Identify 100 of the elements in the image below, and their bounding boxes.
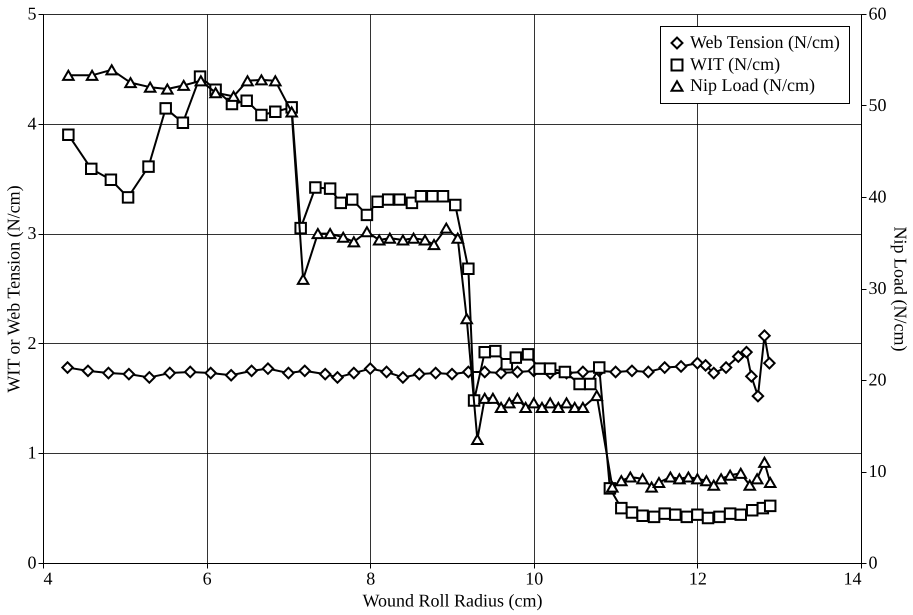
point bbox=[609, 366, 622, 378]
point bbox=[429, 366, 442, 380]
point bbox=[713, 510, 726, 524]
y-axis-title: WIT or Web Tension (N/cm) bbox=[4, 185, 24, 393]
point bbox=[164, 366, 176, 380]
point bbox=[669, 508, 682, 521]
y2-tick-label: 30 bbox=[868, 278, 886, 298]
point bbox=[324, 182, 336, 195]
point bbox=[489, 344, 502, 358]
y-tick-label: 0 bbox=[28, 552, 36, 572]
point bbox=[510, 351, 522, 364]
point bbox=[642, 366, 655, 378]
point bbox=[396, 371, 410, 384]
point bbox=[674, 360, 688, 373]
y2-tick-label: 0 bbox=[868, 552, 878, 572]
point bbox=[636, 510, 649, 522]
point bbox=[414, 190, 428, 203]
point bbox=[544, 362, 556, 375]
y2-tick-label: 10 bbox=[868, 461, 886, 481]
point bbox=[732, 350, 745, 363]
point bbox=[740, 346, 753, 358]
x-axis-title: Wound Roll Radius (cm) bbox=[362, 590, 543, 610]
point bbox=[142, 160, 155, 173]
point bbox=[255, 108, 268, 122]
point bbox=[61, 361, 74, 374]
point bbox=[176, 116, 190, 129]
y2-tick-label: 50 bbox=[868, 95, 886, 115]
x-tick-label: 14 bbox=[844, 568, 862, 588]
point bbox=[626, 364, 638, 378]
point bbox=[691, 356, 704, 370]
point bbox=[62, 128, 75, 142]
y-tick-label: 2 bbox=[28, 332, 36, 353]
point bbox=[691, 508, 704, 521]
legend-label: WIT (N/cm) bbox=[690, 54, 780, 74]
y-tick-label: 4 bbox=[28, 113, 36, 134]
point bbox=[615, 502, 628, 514]
point bbox=[224, 369, 238, 382]
point bbox=[708, 366, 720, 380]
point bbox=[584, 378, 596, 390]
point bbox=[462, 262, 475, 275]
point bbox=[85, 162, 98, 176]
point bbox=[702, 512, 714, 524]
point bbox=[82, 364, 94, 378]
point bbox=[658, 361, 671, 374]
point bbox=[104, 174, 118, 186]
point bbox=[184, 366, 196, 378]
point bbox=[334, 196, 347, 210]
x-tick-label: 12 bbox=[688, 568, 707, 588]
point bbox=[382, 193, 394, 206]
y-tick-label: 5 bbox=[28, 4, 36, 24]
y2-tick-label: 20 bbox=[868, 370, 886, 390]
point bbox=[240, 94, 253, 107]
point bbox=[764, 500, 776, 512]
point bbox=[102, 366, 115, 380]
point bbox=[282, 366, 295, 380]
point bbox=[348, 366, 360, 380]
x-tick-label: 10 bbox=[525, 568, 544, 588]
point bbox=[245, 364, 258, 378]
point bbox=[331, 371, 344, 384]
point bbox=[752, 390, 764, 402]
point bbox=[298, 364, 312, 378]
legend-label: Nip Load (N/cm) bbox=[690, 75, 815, 95]
point bbox=[745, 370, 758, 383]
point bbox=[436, 190, 450, 203]
point bbox=[648, 510, 660, 524]
point bbox=[446, 368, 458, 380]
point bbox=[122, 191, 134, 204]
point bbox=[309, 181, 322, 194]
point bbox=[159, 102, 172, 115]
point bbox=[720, 361, 732, 374]
point bbox=[626, 506, 638, 519]
point bbox=[494, 366, 508, 380]
point bbox=[522, 348, 534, 361]
legend-label: Web Tension (N/cm) bbox=[690, 32, 840, 52]
point bbox=[449, 198, 462, 212]
y2-tick-label: 40 bbox=[868, 186, 886, 206]
x-tick-label: 6 bbox=[202, 568, 212, 588]
y2-axis-title: Nip Load (N/cm) bbox=[890, 226, 910, 352]
point bbox=[699, 359, 712, 372]
point bbox=[262, 362, 274, 375]
point bbox=[592, 361, 606, 374]
x-tick-label: 8 bbox=[366, 568, 376, 588]
point bbox=[364, 362, 376, 375]
point bbox=[122, 368, 136, 380]
point bbox=[758, 329, 771, 342]
point bbox=[393, 193, 406, 206]
point bbox=[734, 508, 747, 521]
y2-tick-label: 60 bbox=[868, 4, 886, 24]
point bbox=[346, 193, 358, 206]
point bbox=[204, 366, 217, 380]
point bbox=[413, 368, 426, 380]
point bbox=[478, 366, 491, 378]
y-tick-label: 3 bbox=[28, 223, 36, 244]
point bbox=[318, 368, 332, 380]
y-tick-label: 1 bbox=[28, 442, 36, 463]
point bbox=[511, 366, 524, 378]
point bbox=[269, 105, 282, 118]
point bbox=[576, 366, 590, 378]
point bbox=[763, 356, 776, 370]
x-tick-label: 4 bbox=[44, 568, 52, 588]
